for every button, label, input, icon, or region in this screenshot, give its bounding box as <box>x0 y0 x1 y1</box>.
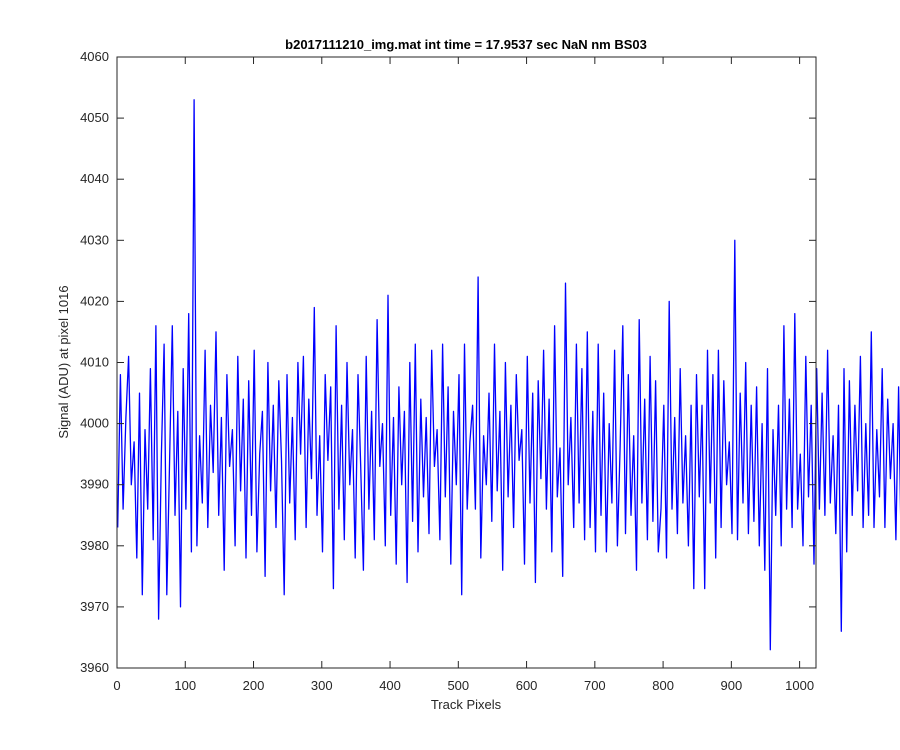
x-tick-label: 800 <box>652 678 674 693</box>
x-tick-label: 1000 <box>785 678 814 693</box>
y-tick-label: 3970 <box>80 599 109 614</box>
y-tick-label: 3990 <box>80 477 109 492</box>
y-tick-label: 4040 <box>80 171 109 186</box>
y-tick-label: 3960 <box>80 660 109 675</box>
x-tick-label: 600 <box>516 678 538 693</box>
y-tick-label: 4000 <box>80 416 109 431</box>
x-tick-label: 100 <box>174 678 196 693</box>
x-tick-label: 500 <box>447 678 469 693</box>
plot-area <box>117 57 816 668</box>
x-tick-label: 400 <box>379 678 401 693</box>
x-tick-label: 700 <box>584 678 606 693</box>
y-tick-label: 4030 <box>80 232 109 247</box>
x-tick-label: 200 <box>243 678 265 693</box>
chart-title: b2017111210_img.mat int time = 17.9537 s… <box>285 37 647 52</box>
series-layer <box>117 99 900 651</box>
x-tick-label: 300 <box>311 678 333 693</box>
series-line-1 <box>117 99 900 651</box>
y-tick-label: 4010 <box>80 355 109 370</box>
x-axis-label: Track Pixels <box>431 697 502 712</box>
y-axis-label: Signal (ADU) at pixel 1016 <box>56 285 71 438</box>
y-tick-label: 4020 <box>80 293 109 308</box>
y-axis-ticks: 3960 3970 3980 3990 4000 4010 4020 4030 4040 4050… <box>80 49 816 675</box>
y-tick-label: 4050 <box>80 110 109 125</box>
y-tick-label: 4060 <box>80 49 109 64</box>
y-tick-label: 3980 <box>80 538 109 553</box>
x-tick-label: 900 <box>721 678 743 693</box>
x-axis-ticks: 0 100 200 300 400 500 600 700 800 900 1000 <box>113 57 814 693</box>
x-tick-label: 0 <box>113 678 120 693</box>
